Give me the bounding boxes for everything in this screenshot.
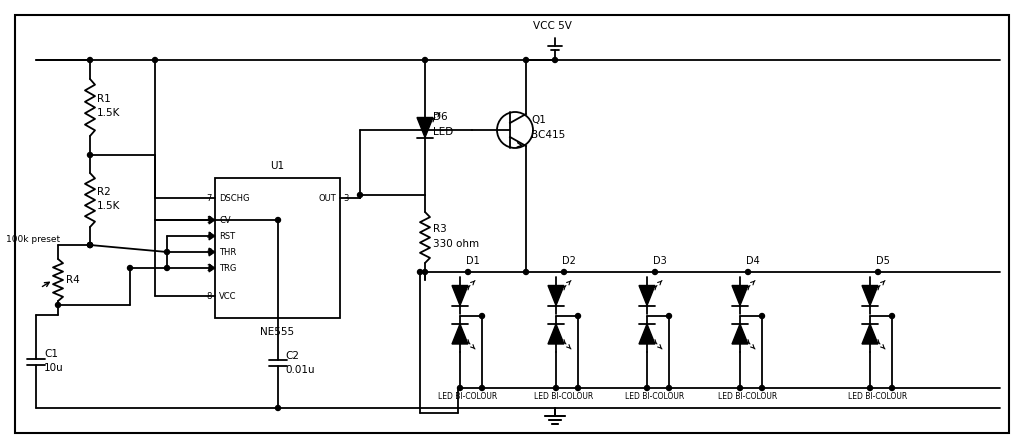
Circle shape <box>890 314 895 319</box>
Text: 6: 6 <box>207 247 212 257</box>
Circle shape <box>553 57 557 63</box>
Text: R2: R2 <box>97 187 111 197</box>
Circle shape <box>876 270 881 275</box>
Text: LED BI-COLOUR: LED BI-COLOUR <box>626 392 685 401</box>
Text: 7: 7 <box>207 194 212 202</box>
Polygon shape <box>548 324 564 344</box>
Circle shape <box>667 314 672 319</box>
Text: 4: 4 <box>207 232 212 241</box>
Text: 1.5K: 1.5K <box>97 108 121 118</box>
Text: D4: D4 <box>746 256 760 266</box>
Polygon shape <box>862 285 878 306</box>
Text: R3: R3 <box>433 224 446 234</box>
Circle shape <box>87 242 92 247</box>
Circle shape <box>554 385 558 391</box>
Circle shape <box>87 242 92 247</box>
Text: TRG: TRG <box>219 263 237 272</box>
Text: VCC 5V: VCC 5V <box>534 21 571 31</box>
Circle shape <box>165 266 170 271</box>
Circle shape <box>466 270 470 275</box>
Polygon shape <box>639 285 655 306</box>
Circle shape <box>479 314 484 319</box>
Circle shape <box>652 270 657 275</box>
Text: 1.5K: 1.5K <box>97 201 121 211</box>
Polygon shape <box>452 285 468 306</box>
Polygon shape <box>209 248 215 256</box>
Circle shape <box>575 385 581 391</box>
Text: U1: U1 <box>270 161 284 171</box>
Polygon shape <box>452 324 468 344</box>
Text: LED BI-COLOUR: LED BI-COLOUR <box>719 392 777 401</box>
Text: BC415: BC415 <box>531 130 565 140</box>
Circle shape <box>760 314 765 319</box>
Polygon shape <box>209 232 215 240</box>
Text: 100k preset: 100k preset <box>6 234 60 244</box>
Polygon shape <box>209 264 215 272</box>
Circle shape <box>153 57 158 63</box>
Polygon shape <box>732 324 748 344</box>
Text: D5: D5 <box>876 256 890 266</box>
Text: R4: R4 <box>66 275 80 285</box>
Circle shape <box>523 57 528 63</box>
Text: DSCHG: DSCHG <box>219 194 250 202</box>
Text: Q1: Q1 <box>531 115 546 125</box>
Text: CV: CV <box>219 215 230 224</box>
Circle shape <box>275 217 281 223</box>
Circle shape <box>458 385 463 391</box>
Text: D1: D1 <box>466 256 480 266</box>
Polygon shape <box>548 285 564 306</box>
Text: LED BI-COLOUR: LED BI-COLOUR <box>438 392 498 401</box>
Text: 2: 2 <box>207 263 212 272</box>
Text: LED BI-COLOUR: LED BI-COLOUR <box>535 392 594 401</box>
Circle shape <box>275 405 281 410</box>
Text: D2: D2 <box>562 256 575 266</box>
Text: 3: 3 <box>343 194 348 202</box>
Circle shape <box>644 385 649 391</box>
Circle shape <box>561 270 566 275</box>
Text: 5: 5 <box>207 215 212 224</box>
Circle shape <box>87 152 92 158</box>
Circle shape <box>667 385 672 391</box>
Text: LED: LED <box>433 127 454 137</box>
Text: 0.01u: 0.01u <box>285 365 314 375</box>
Text: 8: 8 <box>207 292 212 301</box>
Circle shape <box>357 193 362 198</box>
Circle shape <box>418 270 423 275</box>
Circle shape <box>479 385 484 391</box>
Text: NE555: NE555 <box>260 327 294 337</box>
Text: OUT: OUT <box>318 194 336 202</box>
Polygon shape <box>639 324 655 344</box>
Bar <box>215 178 340 318</box>
Circle shape <box>745 270 751 275</box>
Polygon shape <box>209 216 215 224</box>
Circle shape <box>575 314 581 319</box>
Text: VCC: VCC <box>219 292 237 301</box>
Text: D6: D6 <box>433 112 447 122</box>
Circle shape <box>760 385 765 391</box>
Circle shape <box>87 57 92 63</box>
Circle shape <box>737 385 742 391</box>
Text: THR: THR <box>219 247 237 257</box>
Circle shape <box>867 385 872 391</box>
Text: 330 ohm: 330 ohm <box>433 239 479 249</box>
Polygon shape <box>732 285 748 306</box>
Circle shape <box>523 270 528 275</box>
Circle shape <box>55 302 60 307</box>
Circle shape <box>423 57 427 63</box>
Text: C1: C1 <box>44 349 58 359</box>
Circle shape <box>890 385 895 391</box>
Text: D3: D3 <box>653 256 667 266</box>
Circle shape <box>87 242 92 247</box>
Text: 10u: 10u <box>44 363 63 373</box>
Circle shape <box>423 270 427 275</box>
Polygon shape <box>417 117 433 138</box>
Text: C2: C2 <box>285 351 299 361</box>
Circle shape <box>165 250 170 254</box>
Polygon shape <box>862 324 878 344</box>
Circle shape <box>128 266 132 271</box>
Text: R1: R1 <box>97 94 111 104</box>
Text: RST: RST <box>219 232 236 241</box>
Text: LED BI-COLOUR: LED BI-COLOUR <box>848 392 907 401</box>
